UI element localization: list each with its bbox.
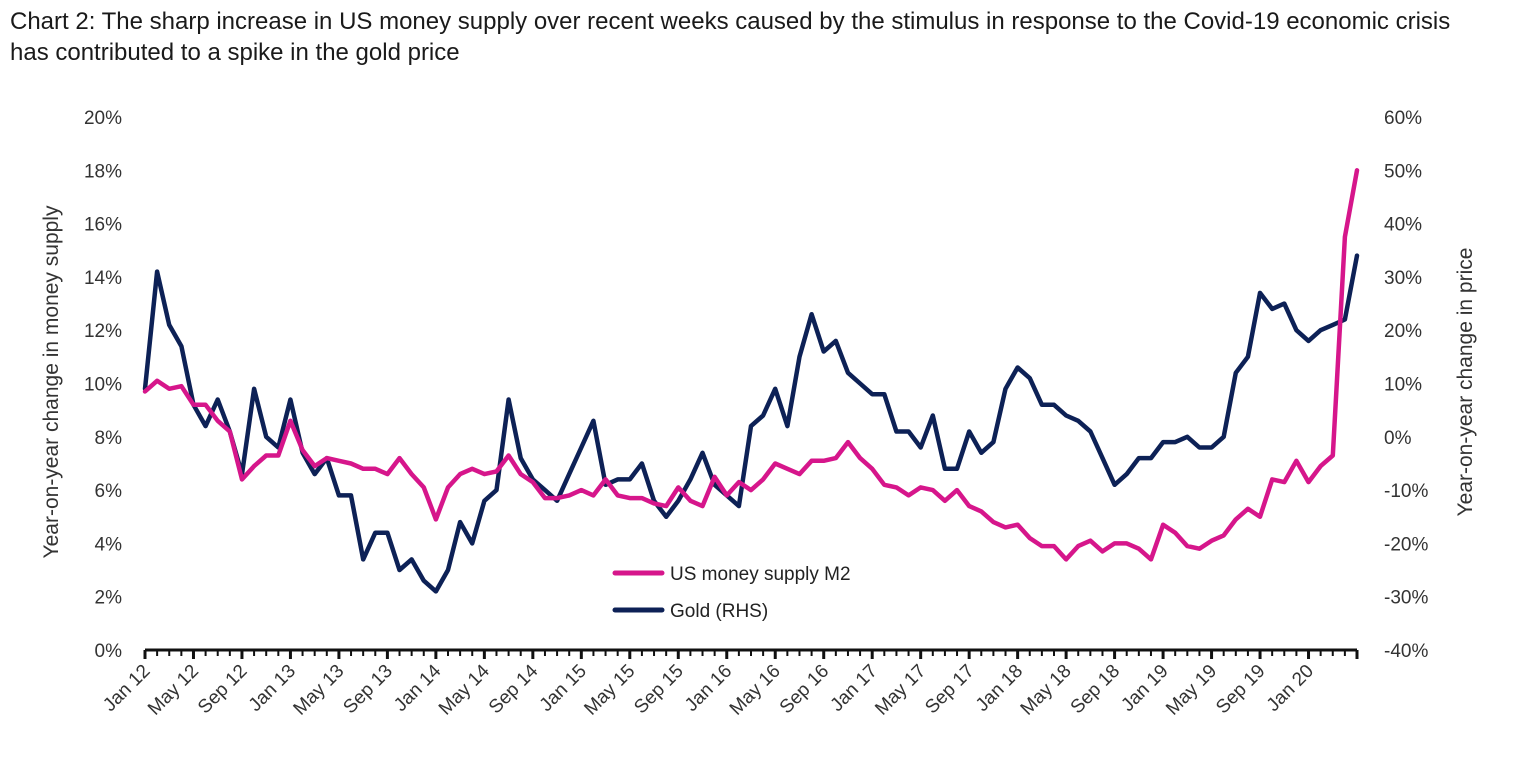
y-right-tick-label: 0% [1384, 428, 1412, 449]
legend-label-gold: Gold (RHS) [670, 601, 768, 622]
x-tick-label: Sep 18 [1067, 661, 1124, 718]
y-left-tick-label: 4% [95, 534, 123, 555]
x-tick-label: May 17 [871, 661, 930, 720]
y-axis-left-ticks: 0% 2% 4% 6% 8% 10% 12% 14% 16% 18% 20% [84, 108, 122, 662]
y-left-tick-label: 18% [84, 161, 122, 182]
y-right-tick-label: 40% [1384, 215, 1422, 236]
x-tick-label: May 19 [1162, 661, 1221, 720]
y-left-tick-label: 6% [95, 481, 123, 502]
y-left-tick-label: 10% [84, 375, 122, 396]
x-tick-label: Sep 13 [339, 661, 396, 718]
x-tick-label: May 12 [144, 661, 203, 720]
series-line-gold [142, 253, 1360, 594]
y-left-tick-label: 2% [95, 588, 123, 609]
y-right-tick-label: 50% [1384, 161, 1422, 182]
y-right-tick-label: 20% [1384, 321, 1422, 342]
y-right-tick-label: 30% [1384, 268, 1422, 289]
y-left-tick-label: 20% [84, 108, 122, 129]
chart-title: Chart 2: The sharp increase in US money … [10, 8, 1451, 66]
legend: US money supply M2 Gold (RHS) [612, 564, 851, 622]
y-right-tick-label: 60% [1384, 108, 1422, 129]
x-tick-label: May 15 [580, 661, 639, 720]
y-axis-right-title: Year-on-year change in price [1454, 248, 1477, 517]
y-left-tick-label: 12% [84, 321, 122, 342]
y-left-tick-label: 16% [84, 215, 122, 236]
legend-label-m2: US money supply M2 [670, 564, 851, 585]
y-axis-right-ticks: -40% -30% -20% -10% 0% 10% 20% 30% 40% 50% 60% [1384, 108, 1428, 662]
x-tick-label: Sep 16 [776, 661, 833, 718]
x-tick-label: May 13 [290, 661, 349, 720]
x-tick-label: Sep 15 [630, 661, 687, 718]
x-tick-label: May 16 [726, 661, 785, 720]
y-right-tick-label: -20% [1384, 534, 1428, 555]
x-tick-label: Sep 17 [921, 661, 978, 718]
x-tick-label: Sep 14 [485, 660, 543, 718]
y-left-tick-label: 14% [84, 268, 122, 289]
y-right-tick-label: 10% [1384, 375, 1422, 396]
series-line-m2 [142, 168, 1360, 562]
x-tick-label: Jan 20 [1263, 661, 1318, 716]
x-tick-label: May 18 [1017, 661, 1076, 720]
x-tick-label: Sep 19 [1212, 661, 1269, 718]
y-right-tick-label: -10% [1384, 481, 1428, 502]
y-left-tick-label: 0% [95, 641, 123, 662]
y-left-tick-label: 8% [95, 428, 123, 449]
y-axis-left-title: Year-on-year change in money supply [40, 205, 63, 558]
y-right-tick-label: -30% [1384, 588, 1428, 609]
axes [143, 648, 1359, 659]
x-tick-label: Sep 12 [194, 661, 251, 718]
y-right-tick-label: -40% [1384, 641, 1428, 662]
x-tick-label: May 14 [435, 660, 494, 719]
series-lines [142, 168, 1360, 594]
